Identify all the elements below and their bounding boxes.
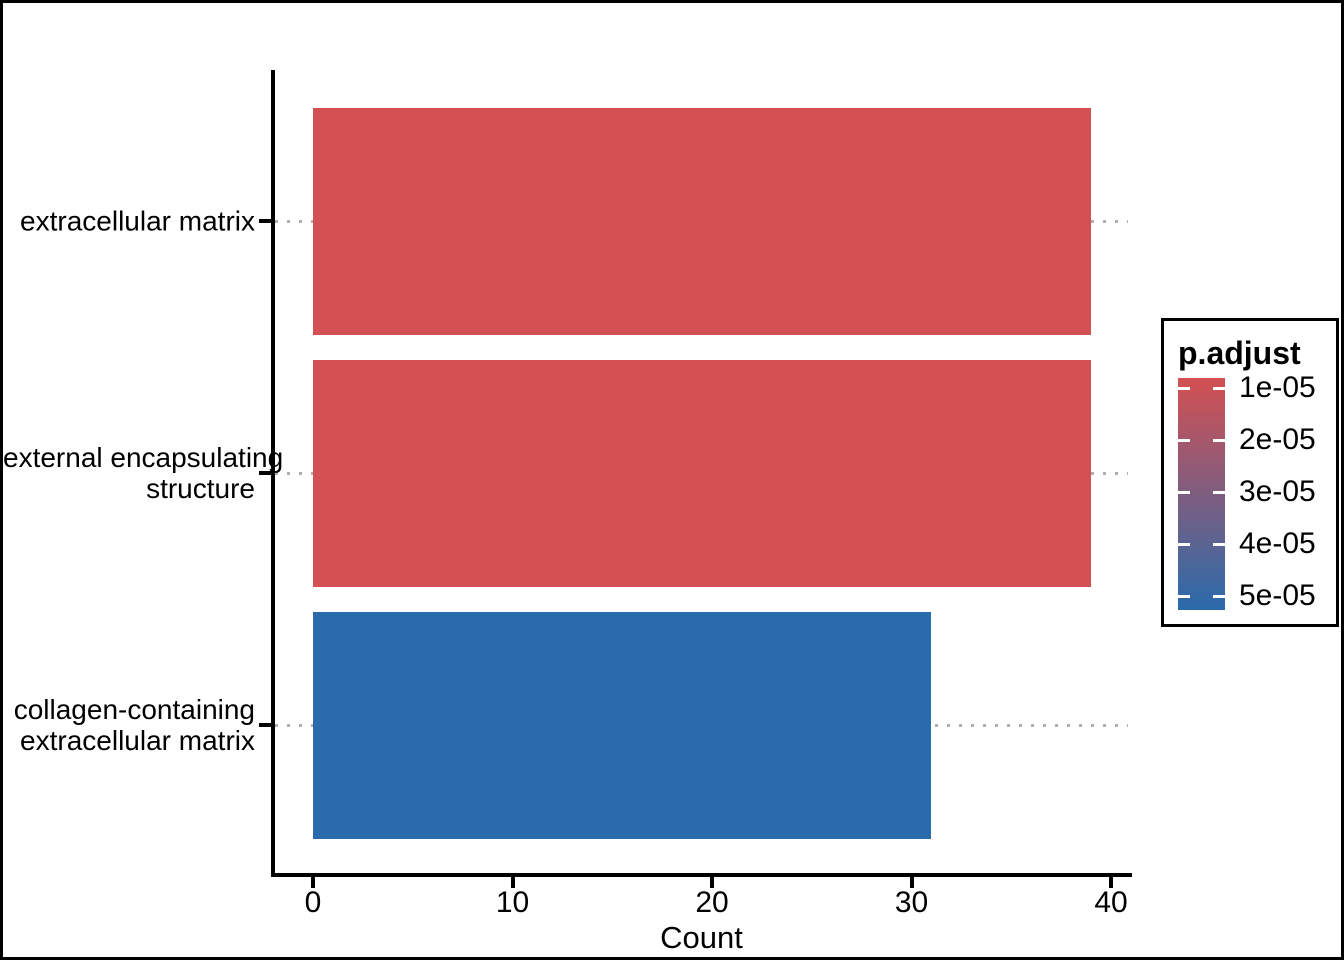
x-axis-title: Count [660,920,743,955]
y-tick-0 [259,219,271,223]
y-axis-line [271,70,275,877]
y-tick-2 [259,723,271,727]
x-tick-40 [1109,877,1113,888]
x-tick-label-10: 10 [495,886,530,919]
cbar-tick-right-3 [1213,543,1225,546]
plot-panel: extracellular matrix external encapsulati… [3,3,1341,957]
bar-extracellular-matrix [313,107,1091,335]
cbar-tick-right-0 [1213,387,1225,390]
x-axis-line [271,873,1132,877]
x-tick-label-30: 30 [894,886,929,919]
x-tick-10 [510,877,515,888]
y-axis-label-line: structure [146,473,255,504]
legend-colorbar [1178,378,1225,610]
legend-title: p.adjust [1178,335,1301,371]
bar-external-encapsulating-structure [313,359,1091,587]
legend-tick-label-0: 1e-05 [1239,370,1316,404]
x-tick-label-40: 40 [1094,886,1128,919]
x-tick-30 [909,877,914,888]
cbar-tick-right-2 [1213,491,1225,494]
y-axis-label-line: external encapsulating [3,442,284,473]
legend: p.adjust 1e-05 2e-05 3e-05 4e-05 5e-05 [1161,318,1339,627]
cbar-tick-left-3 [1178,543,1190,546]
cbar-tick-left-1 [1178,439,1190,442]
x-tick-label-20: 20 [695,886,729,919]
y-axis-label-line: extracellular matrix [20,205,255,237]
legend-tick-label-2: 3e-05 [1239,474,1316,508]
x-tick-20 [710,877,714,888]
x-tick-label-0: 0 [304,886,322,919]
legend-tick-label-1: 2e-05 [1239,422,1316,456]
y-axis-label-2: collagen-containing extracellular matrix [3,694,255,756]
legend-tick-label-3: 4e-05 [1239,526,1316,560]
y-axis-label-line: collagen-containing [13,694,255,725]
legend-tick-label-4: 5e-05 [1239,578,1316,612]
y-tick-1 [259,471,271,475]
y-axis-label-0: extracellular matrix [3,206,255,237]
cbar-tick-right-1 [1213,439,1225,442]
cbar-tick-left-2 [1178,491,1190,494]
bar-collagen-containing-extracellular-matrix [313,611,931,839]
y-axis-label-1: external encapsulating structure [3,442,284,504]
y-axis-label-line: extracellular matrix [20,725,255,756]
cbar-tick-left-4 [1178,595,1190,598]
cbar-tick-right-4 [1213,595,1225,598]
cbar-tick-left-0 [1178,387,1190,390]
x-tick-0 [311,877,315,888]
